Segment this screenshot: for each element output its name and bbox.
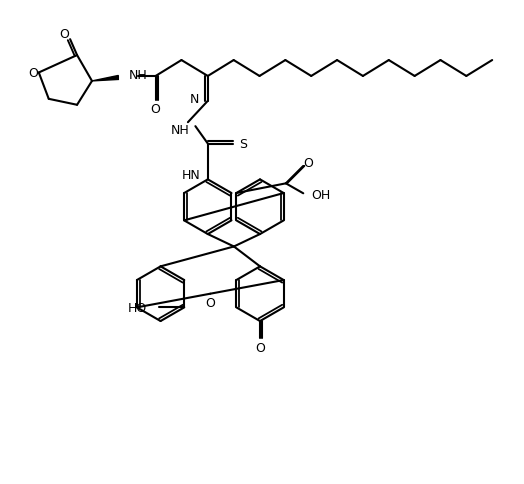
Text: HN: HN xyxy=(182,168,200,182)
Text: HO: HO xyxy=(128,301,147,314)
Text: NH: NH xyxy=(171,124,190,137)
Text: O: O xyxy=(59,28,69,41)
Text: O: O xyxy=(151,103,160,116)
Text: O: O xyxy=(205,297,215,309)
Text: O: O xyxy=(28,67,38,80)
Text: O: O xyxy=(255,341,265,354)
Text: O: O xyxy=(303,157,313,169)
Text: N: N xyxy=(190,93,199,106)
Text: S: S xyxy=(239,138,247,151)
Text: NH: NH xyxy=(128,69,147,82)
Polygon shape xyxy=(92,76,118,82)
Text: OH: OH xyxy=(312,188,331,201)
